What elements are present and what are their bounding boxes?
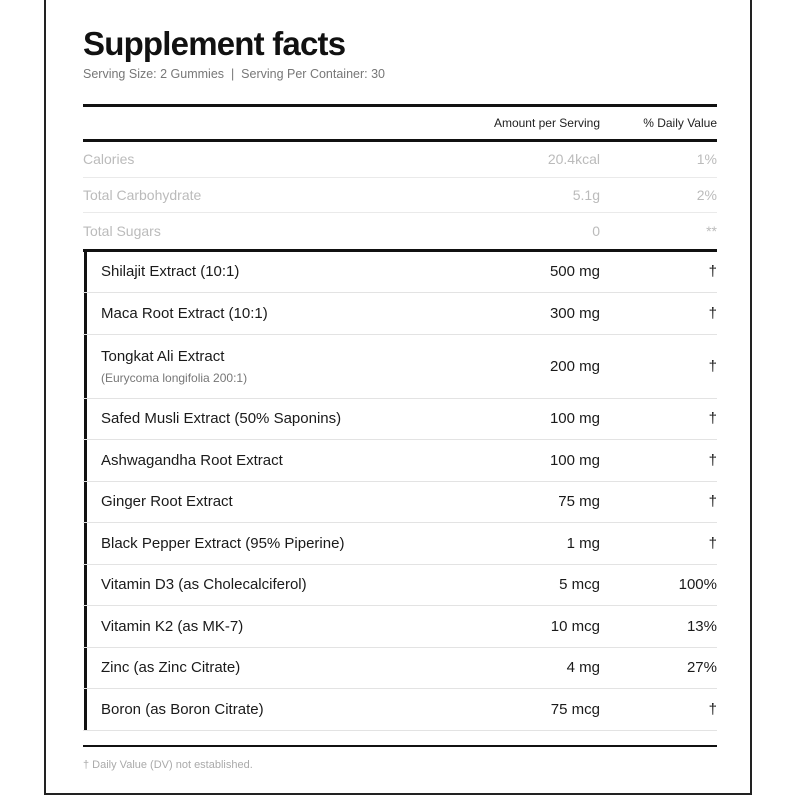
- nutrition-row: Total Sugars 0 **: [83, 213, 717, 249]
- nutrient-name: Total Carbohydrate: [83, 186, 202, 203]
- nutrient-dv: 1%: [696, 151, 717, 168]
- serving-info: Serving Size: 2 Gummies | Serving Per Co…: [83, 67, 385, 81]
- ingredient-row: Zinc (as Zinc Citrate) 4 mg 27%: [83, 647, 717, 689]
- ingredient-name: Maca Root Extract (10:1): [101, 304, 268, 322]
- ingredient-name: Vitamin K2 (as MK-7): [101, 617, 244, 635]
- ingredient-name: Black Pepper Extract (95% Piperine): [101, 534, 345, 552]
- nutrient-amount: 5.1g: [572, 186, 600, 203]
- ingredient-row: Maca Root Extract (10:1) 300 mg †: [83, 293, 717, 335]
- ingredient-row: Boron (as Boron Citrate) 75 mcg †: [83, 689, 717, 731]
- footnote: † Daily Value (DV) not established.: [83, 758, 253, 771]
- ingredient-name: Safed Musli Extract (50% Saponins): [101, 410, 342, 428]
- ingredient-amount: 5 mcg: [559, 576, 600, 594]
- ingredient-name: Boron (as Boron Citrate): [101, 700, 264, 718]
- ingredient-amount: 100 mg: [549, 451, 600, 469]
- supplement-facts-panel: Supplement facts Serving Size: 2 Gummies…: [83, 22, 717, 771]
- ingredient-row: Black Pepper Extract (95% Piperine) 1 mg †: [83, 523, 717, 565]
- ingredient-amount: 100 mg: [549, 410, 600, 428]
- ingredient-dv: †: [708, 263, 717, 281]
- ingredient-row: Tongkat Ali Extract (Eurycoma longifolia …: [83, 334, 717, 399]
- ingredient-name: Tongkat Ali Extract: [101, 347, 225, 365]
- nutrition-row: Total Carbohydrate 5.1g 2%: [83, 178, 717, 213]
- nutrition-rows: Calories 20.4kcal 1% Total Carbohydrate 5.1g…: [83, 142, 717, 249]
- ingredient-row: Vitamin K2 (as MK-7) 10 mcg 13%: [83, 606, 717, 648]
- page-title: Supplement facts: [83, 25, 346, 62]
- ingredient-name: Ginger Root Extract: [101, 493, 233, 511]
- nutrient-dv: 2%: [696, 186, 717, 203]
- ingredient-amount: 4 mg: [566, 659, 600, 677]
- ingredient-dv: †: [708, 410, 717, 428]
- table-header: Amount per Serving % Daily Value: [83, 104, 717, 142]
- ingredient-amount: 200 mg: [549, 357, 600, 375]
- ingredient-row: Vitamin D3 (as Cholecalciferol) 5 mcg 100%: [83, 564, 717, 606]
- ingredient-row: Safed Musli Extract (50% Saponins) 100 mg…: [83, 398, 717, 440]
- divider: [83, 744, 717, 747]
- ingredient-subtitle: (Eurycoma longifolia 200:1): [101, 370, 248, 385]
- ingredient-amount: 1 mg: [566, 534, 600, 552]
- ingredient-name: Vitamin D3 (as Cholecalciferol): [101, 576, 307, 594]
- ingredient-rows: Shilajit Extract (10:1) 500 mg † Maca Root …: [83, 248, 717, 731]
- ingredient-dv: †: [708, 534, 717, 552]
- nutrition-row: Calories 20.4kcal 1%: [83, 142, 717, 178]
- nutrient-name: Calories: [83, 151, 135, 168]
- ingredient-dv: †: [708, 493, 717, 511]
- ingredient-row: Shilajit Extract (10:1) 500 mg †: [83, 251, 717, 293]
- ingredient-dv: 27%: [686, 659, 717, 677]
- nutrient-name: Total Sugars: [83, 222, 161, 239]
- ingredient-dv: †: [708, 700, 717, 718]
- ingredient-amount: 300 mg: [549, 304, 600, 322]
- ingredient-amount: 10 mcg: [550, 617, 600, 635]
- nutrient-amount: 0: [592, 222, 600, 239]
- ingredient-name: Ashwagandha Root Extract: [101, 451, 283, 469]
- nutrient-amount: 20.4kcal: [547, 151, 600, 168]
- ingredient-amount: 75 mcg: [550, 700, 600, 718]
- ingredient-dv: †: [708, 451, 717, 469]
- nutrient-dv: **: [706, 222, 717, 239]
- ingredient-row: Ashwagandha Root Extract 100 mg †: [83, 440, 717, 482]
- ingredient-dv: 13%: [686, 617, 717, 635]
- ingredient-row: Ginger Root Extract 75 mg †: [83, 481, 717, 523]
- ingredient-dv: †: [708, 304, 717, 322]
- ingredient-name: Shilajit Extract (10:1): [101, 263, 240, 281]
- dv-header: % Daily Value: [643, 116, 717, 130]
- ingredient-dv: †: [708, 357, 717, 375]
- panel-frame: [44, 0, 752, 795]
- amount-header: Amount per Serving: [493, 116, 600, 130]
- ingredient-name: Zinc (as Zinc Citrate): [101, 659, 241, 677]
- ingredient-amount: 500 mg: [549, 263, 600, 281]
- ingredient-amount: 75 mg: [558, 493, 600, 511]
- ingredient-dv: 100%: [678, 576, 717, 594]
